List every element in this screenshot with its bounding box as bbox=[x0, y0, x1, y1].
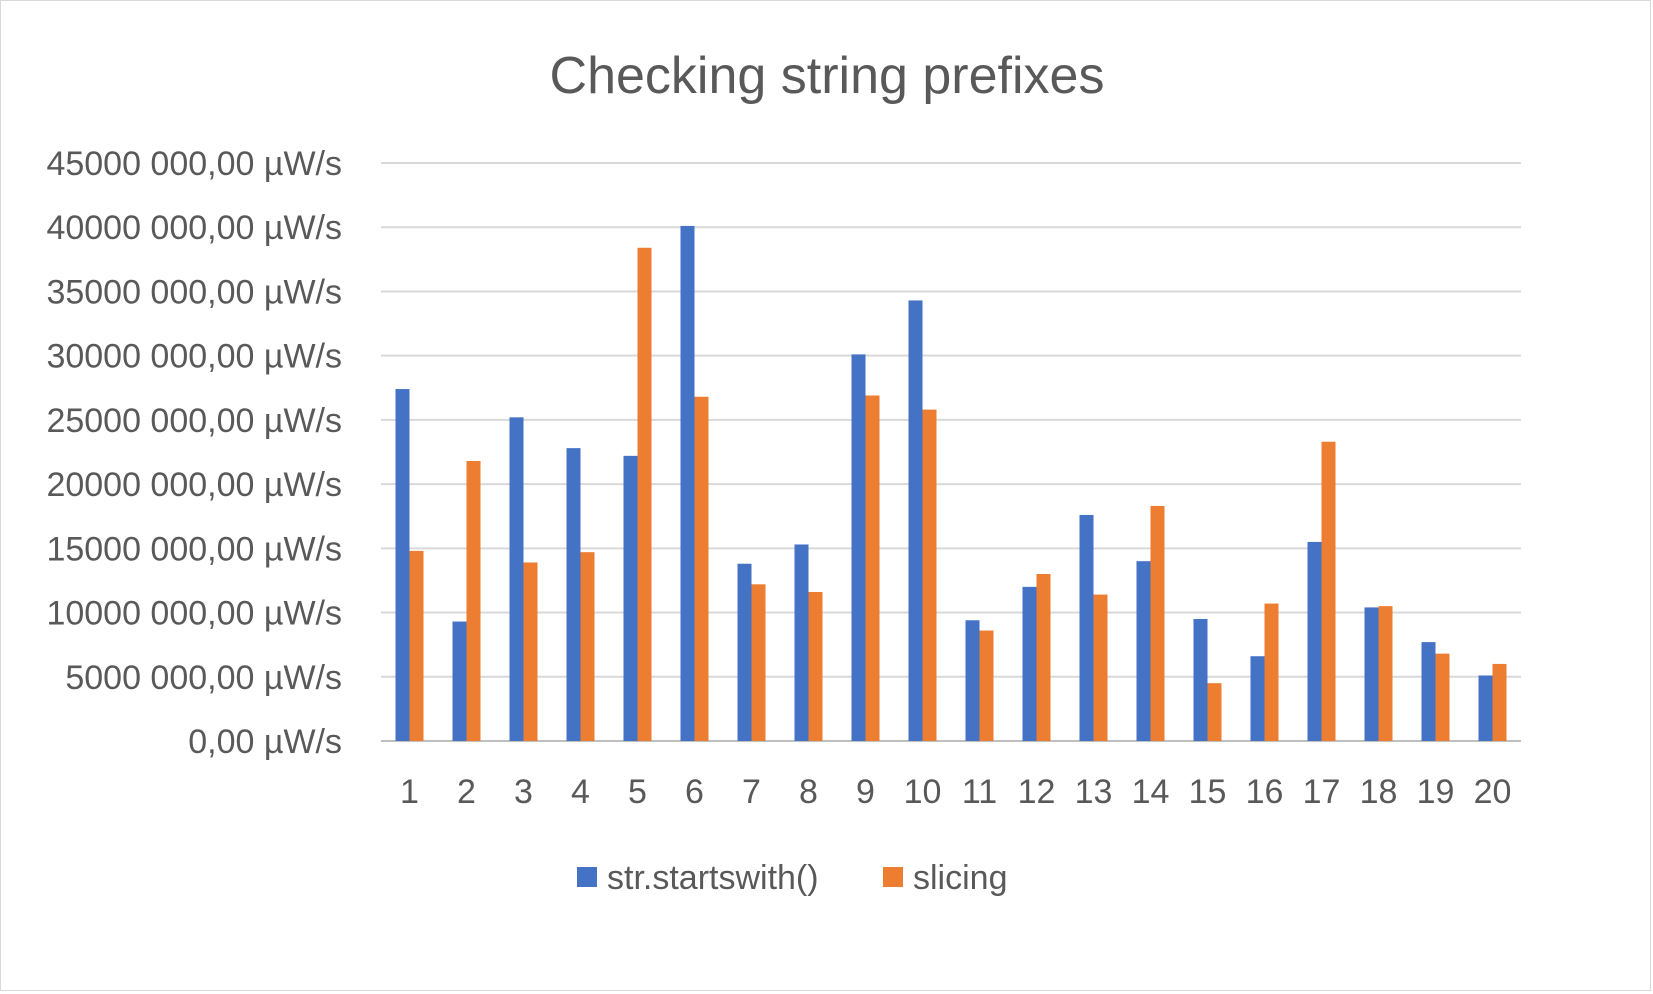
bar-slicing-17 bbox=[1321, 441, 1336, 741]
x-tick-label: 6 bbox=[685, 773, 704, 811]
bar-startswith-17 bbox=[1307, 541, 1322, 741]
x-tick-label: 19 bbox=[1417, 773, 1455, 811]
bar-startswith-10 bbox=[908, 300, 923, 741]
bar-slicing-12 bbox=[1036, 574, 1051, 741]
bar-slicing-20 bbox=[1492, 663, 1507, 741]
bar-slicing-7 bbox=[751, 584, 766, 741]
x-tick-label: 15 bbox=[1189, 773, 1227, 811]
x-tick-label: 10 bbox=[904, 773, 942, 811]
y-tick-label: 40000 000,00 µW/s bbox=[46, 209, 342, 247]
legend-swatch-startswith bbox=[577, 867, 597, 887]
bar-slicing-13 bbox=[1093, 594, 1108, 741]
bar-startswith-11 bbox=[965, 620, 980, 741]
legend-swatch-slicing bbox=[883, 867, 903, 887]
bar-startswith-9 bbox=[851, 354, 866, 741]
x-tick-label: 8 bbox=[799, 773, 818, 811]
legend-label-slicing: slicing bbox=[913, 859, 1007, 897]
bar-startswith-5 bbox=[623, 455, 638, 741]
x-tick-label: 20 bbox=[1474, 773, 1512, 811]
bar-slicing-3 bbox=[523, 562, 538, 741]
bar-slicing-18 bbox=[1378, 606, 1393, 741]
y-tick-label: 35000 000,00 µW/s bbox=[46, 273, 342, 311]
bar-startswith-1 bbox=[395, 389, 410, 741]
x-tick-label: 18 bbox=[1360, 773, 1398, 811]
bar-slicing-16 bbox=[1264, 603, 1279, 741]
y-tick-label: 30000 000,00 µW/s bbox=[46, 338, 342, 376]
x-axis-tick-labels: 1 2 3 4 5 6 7 8 9 10 11 12 13 14 15 16 17 18 19 20 bbox=[400, 773, 1511, 811]
legend: str.startswith() slicing bbox=[577, 859, 1007, 897]
bar-startswith-12 bbox=[1022, 586, 1037, 741]
x-tick-label: 4 bbox=[571, 773, 590, 811]
bars bbox=[395, 225, 1507, 742]
y-tick-label: 0,00 µW/s bbox=[188, 723, 342, 761]
bar-startswith-14 bbox=[1136, 561, 1151, 741]
bar-slicing-9 bbox=[865, 395, 880, 741]
bar-startswith-7 bbox=[737, 563, 752, 741]
bar-slicing-19 bbox=[1435, 653, 1450, 741]
bar-startswith-6 bbox=[680, 225, 695, 742]
bar-startswith-19 bbox=[1421, 642, 1436, 741]
bar-slicing-2 bbox=[466, 460, 481, 741]
gridlines bbox=[381, 162, 1521, 742]
x-tick-label: 3 bbox=[514, 773, 533, 811]
y-tick-label: 10000 000,00 µW/s bbox=[46, 595, 342, 633]
y-tick-label: 15000 000,00 µW/s bbox=[46, 530, 342, 568]
bar-slicing-10 bbox=[922, 409, 937, 741]
x-tick-label: 13 bbox=[1075, 773, 1113, 811]
bar-startswith-4 bbox=[566, 448, 581, 741]
bar-startswith-18 bbox=[1364, 607, 1379, 741]
bar-startswith-13 bbox=[1079, 514, 1094, 741]
x-tick-label: 1 bbox=[400, 773, 419, 811]
y-tick-label: 25000 000,00 µW/s bbox=[46, 402, 342, 440]
x-tick-label: 11 bbox=[962, 773, 997, 811]
bar-startswith-20 bbox=[1478, 675, 1493, 741]
bar-startswith-16 bbox=[1250, 656, 1265, 741]
bar-startswith-3 bbox=[509, 417, 524, 741]
bar-startswith-8 bbox=[794, 544, 809, 741]
chart-title: Checking string prefixes bbox=[550, 47, 1105, 105]
bar-slicing-8 bbox=[808, 592, 823, 741]
bar-slicing-5 bbox=[637, 247, 652, 742]
y-tick-label: 5000 000,00 µW/s bbox=[65, 659, 342, 697]
y-tick-label: 45000 000,00 µW/s bbox=[46, 145, 342, 183]
x-tick-label: 14 bbox=[1132, 773, 1170, 811]
bar-startswith-15 bbox=[1193, 618, 1208, 741]
x-tick-label: 17 bbox=[1303, 773, 1341, 811]
x-tick-label: 7 bbox=[742, 773, 761, 811]
bar-slicing-6 bbox=[694, 396, 709, 741]
bar-startswith-2 bbox=[452, 621, 467, 741]
y-axis-tick-labels: 0,00 µW/s 5000 000,00 µW/s 10000 000,00 µW… bbox=[46, 145, 342, 761]
bar-slicing-14 bbox=[1150, 505, 1165, 741]
bar-slicing-1 bbox=[409, 550, 424, 741]
bar-slicing-15 bbox=[1207, 683, 1222, 741]
x-tick-label: 5 bbox=[628, 773, 647, 811]
y-tick-label: 20000 000,00 µW/s bbox=[46, 466, 342, 504]
bar-slicing-4 bbox=[580, 552, 595, 741]
legend-label-startswith: str.startswith() bbox=[607, 859, 819, 897]
x-tick-label: 9 bbox=[856, 773, 875, 811]
bar-slicing-11 bbox=[979, 630, 994, 741]
x-tick-label: 12 bbox=[1018, 773, 1056, 811]
x-tick-label: 16 bbox=[1246, 773, 1284, 811]
x-tick-label: 2 bbox=[457, 773, 476, 811]
